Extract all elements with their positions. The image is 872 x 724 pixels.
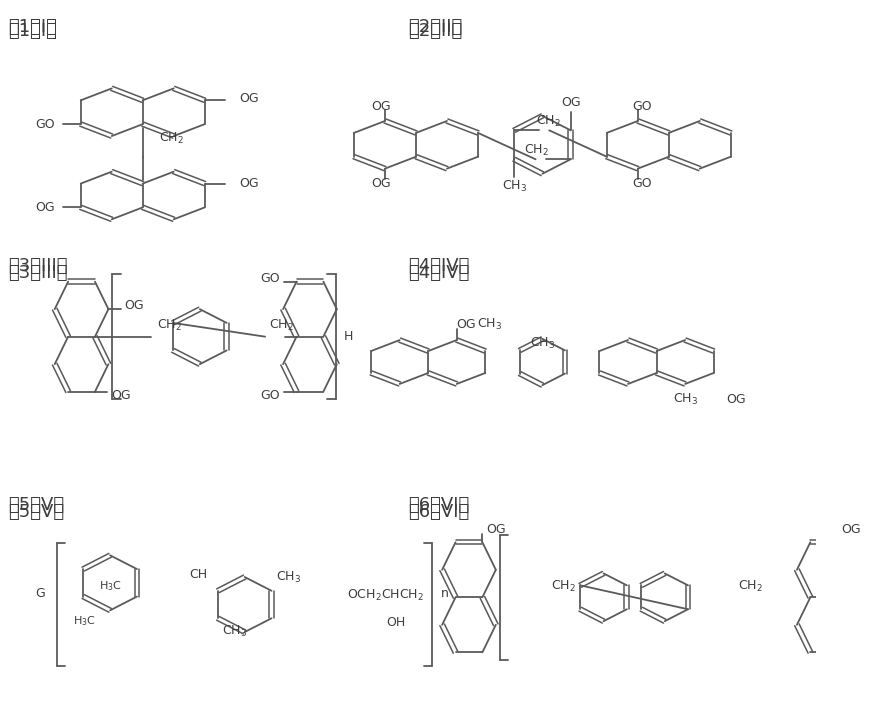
Text: OG: OG	[371, 177, 391, 190]
Text: CH$_3$: CH$_3$	[221, 624, 247, 639]
Text: G: G	[35, 587, 44, 600]
Text: （2）II型: （2）II型	[408, 22, 462, 40]
Text: OG: OG	[125, 299, 145, 312]
Text: OG: OG	[487, 523, 506, 536]
Text: H$_3$C: H$_3$C	[72, 614, 95, 628]
Text: GO: GO	[632, 177, 651, 190]
Text: CH$_2$: CH$_2$	[158, 319, 182, 333]
Text: GO: GO	[35, 117, 55, 130]
Text: GO: GO	[632, 100, 651, 113]
Text: H: H	[871, 591, 872, 604]
Text: OG: OG	[457, 318, 476, 331]
Text: （5）V型: （5）V型	[8, 503, 65, 521]
Text: （2）II型: （2）II型	[408, 18, 462, 36]
Text: （1）I型: （1）I型	[8, 22, 57, 40]
Text: OG: OG	[35, 201, 55, 214]
Text: （1）I型: （1）I型	[8, 18, 57, 36]
Text: OG: OG	[112, 389, 131, 402]
Text: （4）IV型: （4）IV型	[408, 257, 469, 275]
Text: CH: CH	[189, 568, 208, 581]
Text: OCH$_2$CHCH$_2$: OCH$_2$CHCH$_2$	[347, 589, 424, 603]
Text: CH$_3$: CH$_3$	[672, 392, 698, 408]
Text: OG: OG	[726, 393, 746, 406]
Text: （6）VI型: （6）VI型	[408, 503, 469, 521]
Text: （3）III型: （3）III型	[8, 257, 68, 275]
Text: n: n	[440, 587, 448, 600]
Text: OG: OG	[239, 177, 259, 190]
Text: CH$_2$: CH$_2$	[159, 131, 184, 146]
Text: OG: OG	[239, 92, 259, 105]
Text: H: H	[344, 330, 353, 343]
Text: （6）VI型: （6）VI型	[408, 496, 469, 514]
Text: GO: GO	[261, 272, 280, 285]
Text: CH$_2$: CH$_2$	[550, 579, 576, 594]
Text: OG: OG	[561, 96, 581, 109]
Text: （3）III型: （3）III型	[8, 264, 68, 282]
Text: CH$_2$: CH$_2$	[536, 114, 561, 129]
Text: （4）IV型: （4）IV型	[408, 264, 469, 282]
Text: CH$_2$: CH$_2$	[738, 579, 763, 594]
Text: CH$_3$: CH$_3$	[530, 337, 555, 351]
Text: CH$_2$: CH$_2$	[269, 319, 294, 333]
Text: CH$_3$: CH$_3$	[276, 571, 301, 585]
Text: OH: OH	[386, 616, 405, 629]
Text: OG: OG	[841, 523, 861, 536]
Text: GO: GO	[261, 389, 280, 402]
Text: H$_3$C: H$_3$C	[99, 578, 122, 593]
Text: CH$_2$: CH$_2$	[524, 143, 548, 158]
Text: （5）V型: （5）V型	[8, 496, 65, 514]
Text: OG: OG	[371, 100, 391, 113]
Text: CH$_3$: CH$_3$	[501, 180, 527, 194]
Text: CH$_3$: CH$_3$	[477, 316, 502, 332]
